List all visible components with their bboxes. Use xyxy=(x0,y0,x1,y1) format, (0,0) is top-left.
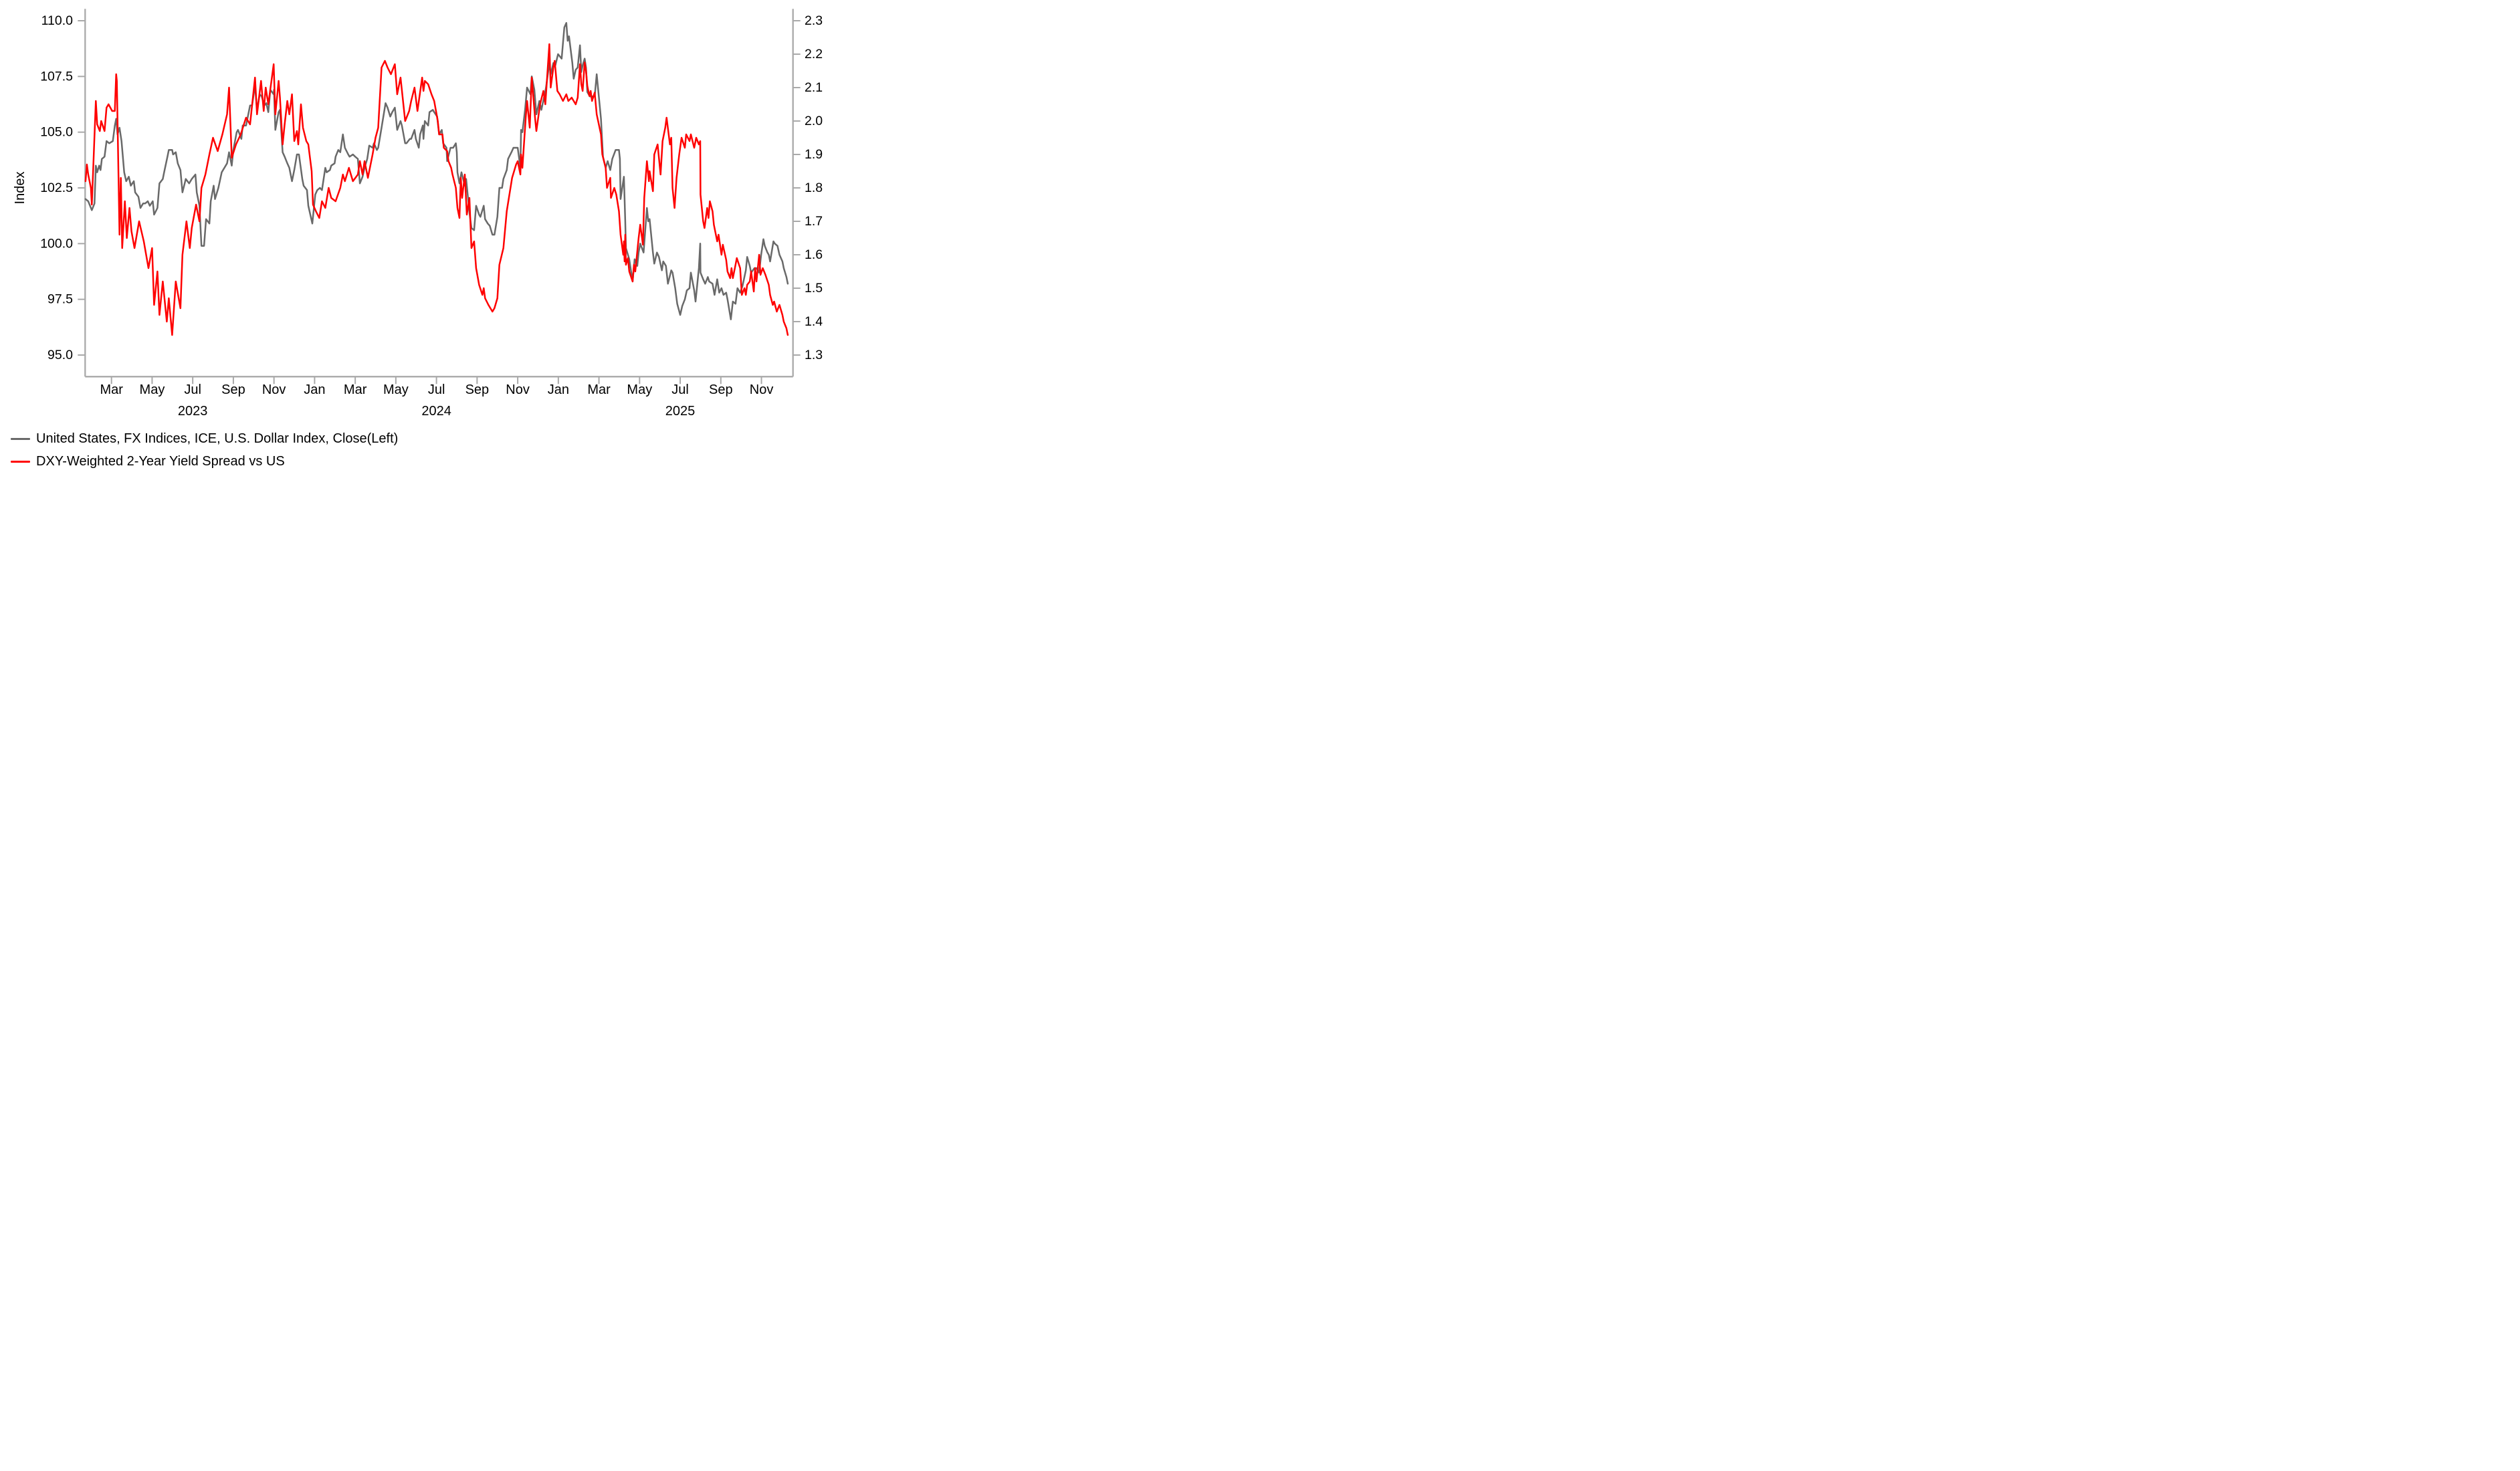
x-axis-month-label: Mar xyxy=(344,382,367,397)
legend-line-red-icon xyxy=(11,461,30,463)
left-axis-tick-label: 100.0 xyxy=(40,236,73,251)
left-axis-title: Index xyxy=(13,172,27,205)
left-axis-tick-label: 95.0 xyxy=(47,348,73,362)
left-axis-tick-label: 105.0 xyxy=(40,125,73,140)
x-axis-month-label: Jan xyxy=(304,382,325,397)
x-axis-year-label: 2023 xyxy=(178,404,208,419)
right-axis-tick-label: 2.0 xyxy=(805,114,823,128)
x-axis-month-label: Mar xyxy=(587,382,611,397)
right-axis-tick-label: 2.3 xyxy=(805,13,823,28)
series-line-dollar-index xyxy=(84,22,789,320)
x-axis-month-label: May xyxy=(627,382,652,397)
legend-label-spread: DXY-Weighted 2-Year Yield Spread vs US xyxy=(36,454,285,469)
legend-label-dxy: United States, FX Indices, ICE, U.S. Dol… xyxy=(36,431,399,446)
right-axis-tick-label: 1.6 xyxy=(805,247,823,262)
series-line-yield-spread xyxy=(84,43,789,336)
x-axis-month-label: Jul xyxy=(184,382,201,397)
right-axis-tick-label: 1.5 xyxy=(805,281,823,296)
right-axis-tick-label: 2.2 xyxy=(805,47,823,62)
x-axis-month-label: Sep xyxy=(221,382,245,397)
left-axis-tick-label: 110.0 xyxy=(41,13,74,28)
left-axis-tick-label: 102.5 xyxy=(40,181,73,195)
chart-canvas: 110.0 107.5 105.0 102.5 100.0 97.5 95.0 2.3 2.2 2… xyxy=(13,9,823,419)
x-axis-month-label: May xyxy=(383,382,409,397)
x-axis-month-label: Nov xyxy=(262,382,286,397)
x-axis-year-label: 2024 xyxy=(421,404,451,419)
left-axis-tick-label: 97.5 xyxy=(47,292,73,307)
chart-figure: 110.0 107.5 105.0 102.5 100.0 97.5 95.0 2.3 2.2 2… xyxy=(0,0,840,490)
x-axis-month-label: Nov xyxy=(750,382,774,397)
x-axis-month-label: Jan xyxy=(548,382,569,397)
legend-item-spread: DXY-Weighted 2-Year Yield Spread vs US xyxy=(11,453,398,470)
right-axis-tick-label: 1.8 xyxy=(805,181,823,195)
right-axis-tick-label: 1.3 xyxy=(805,348,823,362)
x-axis-year-label: 2025 xyxy=(665,404,696,419)
right-axis-tick-label: 1.7 xyxy=(805,214,823,229)
chart-legend: United States, FX Indices, ICE, U.S. Dol… xyxy=(11,431,398,470)
x-axis-month-label: Mar xyxy=(100,382,123,397)
right-axis-tick-label: 2.1 xyxy=(805,80,823,95)
right-axis-tick-label: 1.9 xyxy=(805,147,823,162)
x-axis-month-label: Jul xyxy=(671,382,689,397)
x-axis-month-label: Sep xyxy=(465,382,490,397)
x-axis-month-label: Nov xyxy=(506,382,530,397)
right-axis-tick-label: 1.4 xyxy=(805,314,823,329)
left-axis-tick-label: 107.5 xyxy=(40,69,73,84)
legend-item-dxy: United States, FX Indices, ICE, U.S. Dol… xyxy=(11,431,398,447)
x-axis-month-label: Jul xyxy=(428,382,445,397)
x-axis-month-label: May xyxy=(140,382,165,397)
x-axis-month-label: Sep xyxy=(709,382,733,397)
legend-line-gray-icon xyxy=(11,438,30,440)
